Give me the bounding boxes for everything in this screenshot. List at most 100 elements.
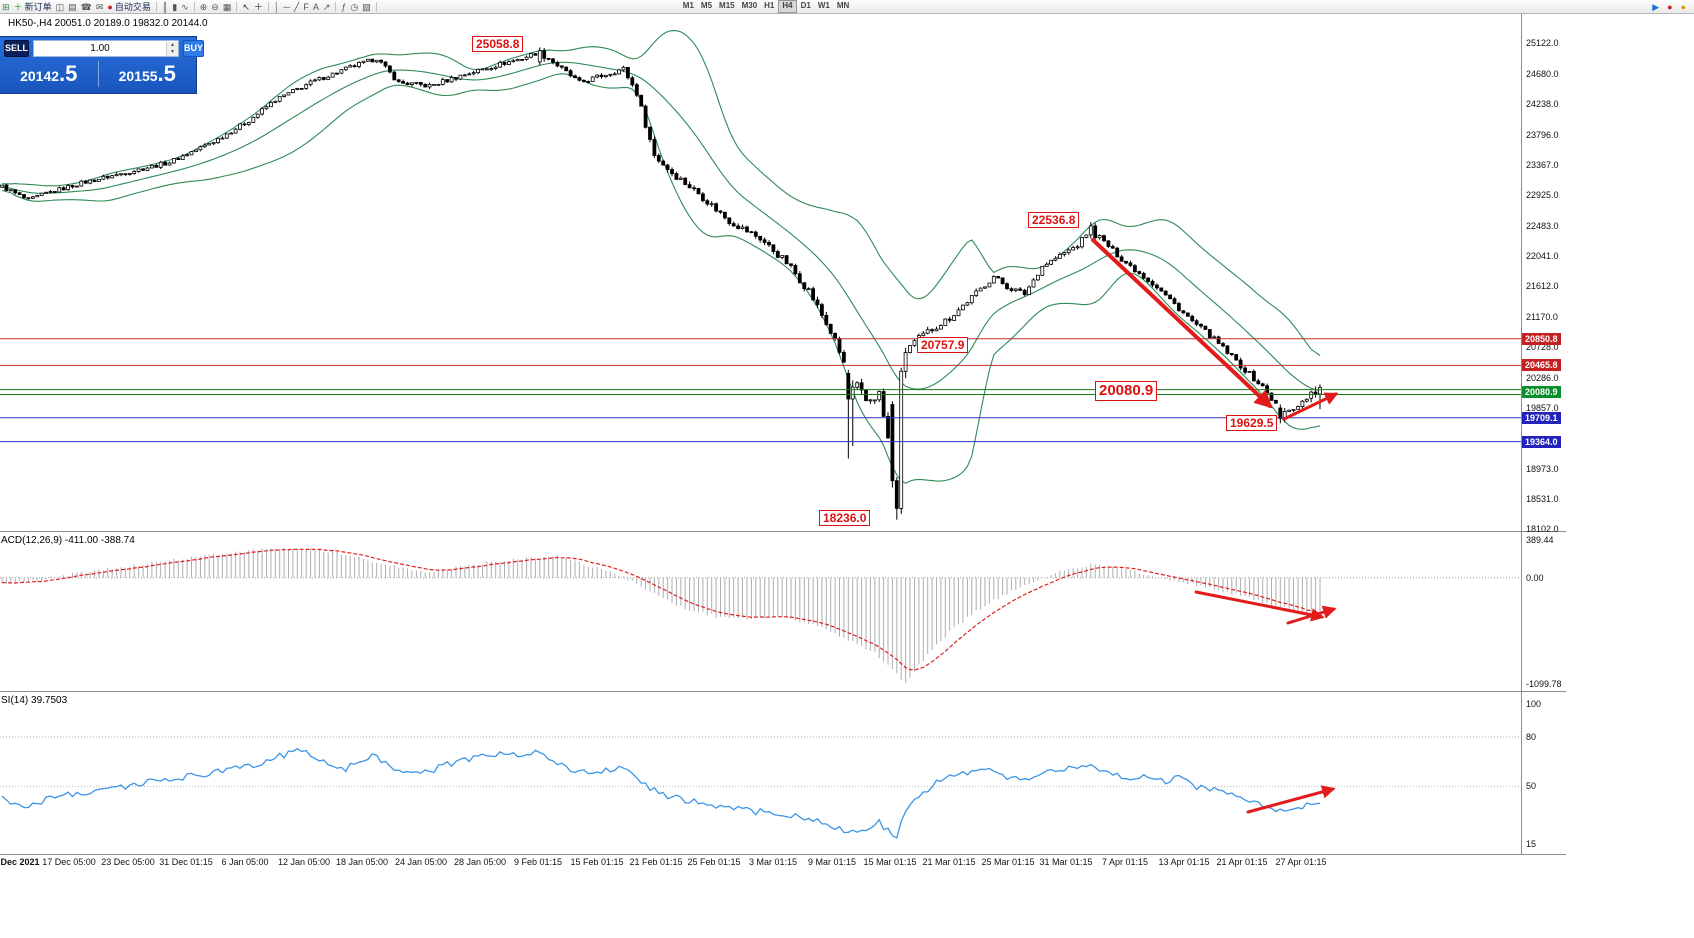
candle-body (114, 173, 119, 177)
bollinger-middle (1, 61, 1321, 392)
timeframe-m15[interactable]: M15 (719, 1, 735, 10)
tile-windows-button[interactable]: ▦ (221, 1, 234, 13)
candle-body (1159, 287, 1164, 292)
candle-body (154, 164, 159, 168)
candle-body (66, 185, 70, 191)
volume-increase-button[interactable]: ▴ (167, 41, 179, 49)
candle-body (1278, 407, 1283, 419)
zoom-in-icon: ⊕ (199, 1, 208, 12)
timeframe-toolbar: M1 M5 M15 M30 H1 H4 D1 W1 MN (680, 0, 853, 13)
record-button[interactable]: ● (1665, 1, 1674, 13)
candle-body (167, 162, 172, 166)
crosshair-icon: ＋ (253, 1, 263, 12)
candle-body (53, 191, 57, 193)
candle-body (396, 79, 401, 82)
bar-chart-button[interactable]: ║ (160, 1, 170, 13)
templates-button[interactable]: ▧ (360, 1, 373, 13)
candle-body (551, 58, 555, 63)
trend-arrow[interactable] (1282, 392, 1339, 421)
periods-button[interactable]: ◷ (348, 1, 360, 13)
candle-body (1031, 279, 1036, 288)
candle-body (1185, 312, 1190, 317)
trend-arrow[interactable] (1286, 605, 1337, 625)
candle-body (352, 65, 357, 68)
indicators-button[interactable]: ƒ (339, 1, 348, 13)
candle-body (454, 77, 458, 80)
candle-body (1005, 283, 1009, 290)
fibonacci-button[interactable]: F (301, 1, 311, 13)
candle-body (837, 338, 842, 353)
line-chart-button[interactable]: ∿ (179, 1, 191, 13)
candle-body (1190, 315, 1195, 322)
auto-trading-button[interactable]: ● 自动交易 (105, 1, 152, 13)
mailbox-button[interactable]: ✉ (94, 1, 106, 13)
price-panel[interactable] (0, 30, 1521, 520)
rsi-line (1, 748, 1321, 839)
candle-body (149, 164, 154, 169)
candle-body (317, 77, 322, 81)
cursor-button[interactable]: ↖ (240, 1, 252, 13)
candle-body (939, 325, 943, 330)
trend-arrow[interactable] (1194, 590, 1325, 622)
volume-decrease-button[interactable]: ▾ (167, 48, 179, 56)
candle-body (185, 154, 190, 157)
candle-body (13, 189, 18, 194)
sell-button[interactable]: SELL (4, 40, 30, 57)
candlestick-chart-button[interactable]: ▮ (170, 1, 179, 13)
candle-body (1313, 391, 1318, 395)
new-order-button[interactable]: ＋新订单 (12, 1, 54, 13)
candle-body (445, 79, 450, 83)
candle-body (220, 137, 225, 140)
candle-body (917, 335, 921, 341)
timeframe-h1[interactable]: H1 (764, 1, 775, 10)
trendline-button[interactable]: ╱ (292, 1, 301, 13)
vline-button[interactable]: │ (272, 1, 282, 13)
text-button[interactable]: A (311, 1, 321, 13)
alert-status-button[interactable]: ● (1679, 1, 1688, 13)
toolbar-separator (267, 1, 269, 12)
candle-body (520, 59, 524, 61)
buy-price-fraction: .5 (157, 61, 176, 86)
zoom-in-button[interactable]: ⊕ (198, 1, 210, 13)
trend-arrow[interactable] (1091, 238, 1273, 409)
candle-body (564, 66, 569, 72)
candle-body (1036, 274, 1040, 281)
candle-body (846, 372, 851, 400)
candle-body (1110, 246, 1115, 249)
candle-body (718, 210, 723, 213)
timeframe-mn[interactable]: MN (836, 1, 850, 10)
data-window-button[interactable]: ▤ (66, 1, 79, 13)
buy-button[interactable]: BUY (183, 40, 205, 57)
alerts-button[interactable]: ☎ (79, 1, 94, 13)
timeframe-d1[interactable]: D1 (800, 1, 811, 10)
candle-body (604, 74, 608, 78)
candle-body (714, 203, 718, 212)
timeframe-m30[interactable]: M30 (741, 1, 758, 10)
candle-body (1062, 252, 1067, 255)
hline-button[interactable]: ─ (282, 1, 292, 13)
market-watch-button[interactable]: ◫ (54, 1, 67, 13)
timeframe-w1[interactable]: W1 (817, 1, 830, 10)
candle-body (202, 144, 207, 148)
volume-input[interactable] (34, 42, 167, 55)
candle-body (313, 79, 317, 82)
candle-body (1309, 391, 1314, 399)
scroll-to-end-button[interactable]: ▶ (1650, 1, 1661, 13)
candle-body (577, 77, 582, 81)
timeframe-m5[interactable]: M5 (700, 1, 713, 10)
timeframe-h4[interactable]: H4 (778, 0, 797, 13)
buy-price[interactable]: 20155.5 (99, 61, 197, 91)
rsi-panel[interactable] (0, 736, 1521, 839)
candle-body (789, 263, 793, 266)
macd-panel[interactable] (0, 548, 1521, 683)
trend-arrow[interactable] (1246, 785, 1336, 814)
timeframe-m1[interactable]: M1 (682, 1, 694, 10)
sell-price[interactable]: 20142.5 (0, 61, 98, 91)
arrow-object-button[interactable]: ↗ (321, 1, 333, 13)
chart-grid-button[interactable]: ⊞ (0, 1, 12, 13)
crosshair-button[interactable]: ＋ (252, 1, 265, 13)
candle-body (727, 217, 732, 225)
candle-body (665, 164, 670, 170)
zoom-out-button[interactable]: ⊖ (209, 1, 221, 13)
